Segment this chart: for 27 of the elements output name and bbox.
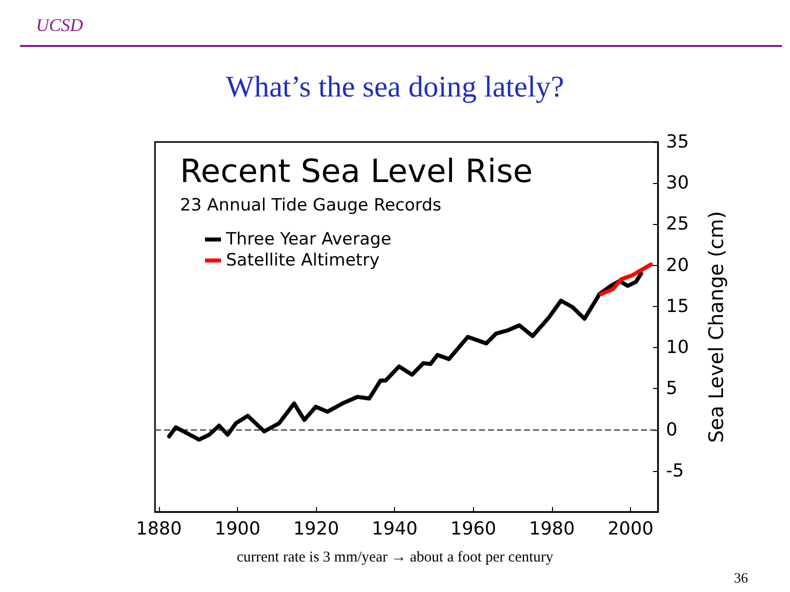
line-series xyxy=(599,262,653,296)
y-tick-label: 5 xyxy=(666,378,678,400)
legend-label: Three Year Average xyxy=(225,230,392,250)
x-tick-label: 1920 xyxy=(293,518,340,540)
chart-title: Recent Sea Level Rise xyxy=(180,152,533,190)
text: 23 Annual Tide Gauge Records xyxy=(180,196,442,216)
y-tick-label: 25 xyxy=(666,214,689,235)
y-axis-title: Sea Level Change (cm) xyxy=(704,211,728,443)
y-tick-label: -5 xyxy=(666,460,684,482)
legend-label: Satellite Altimetry xyxy=(226,250,380,270)
y-tick-label: 15 xyxy=(666,296,689,317)
x-tick-label: 1880 xyxy=(136,518,182,540)
y-tick-label: 10 xyxy=(666,337,689,358)
text: UCSD xyxy=(36,15,84,35)
text: 36 xyxy=(734,572,748,586)
y-tick-label: 30 xyxy=(666,172,689,194)
line-series xyxy=(167,272,644,442)
x-tick-label: 1900 xyxy=(214,518,260,540)
text: current rate is 3 mm/year → about a foot per century xyxy=(236,550,554,566)
text: What’s the sea doing lately? xyxy=(226,70,564,104)
x-tick-label: 1940 xyxy=(372,518,418,540)
x-tick-label: 1980 xyxy=(528,518,575,540)
x-tick-label: 2000 xyxy=(608,518,654,540)
y-tick-label: 0 xyxy=(666,419,678,440)
y-tick-label: 35 xyxy=(666,132,689,152)
y-tick-label: 20 xyxy=(666,254,689,276)
x-tick-label: 1960 xyxy=(450,518,496,540)
